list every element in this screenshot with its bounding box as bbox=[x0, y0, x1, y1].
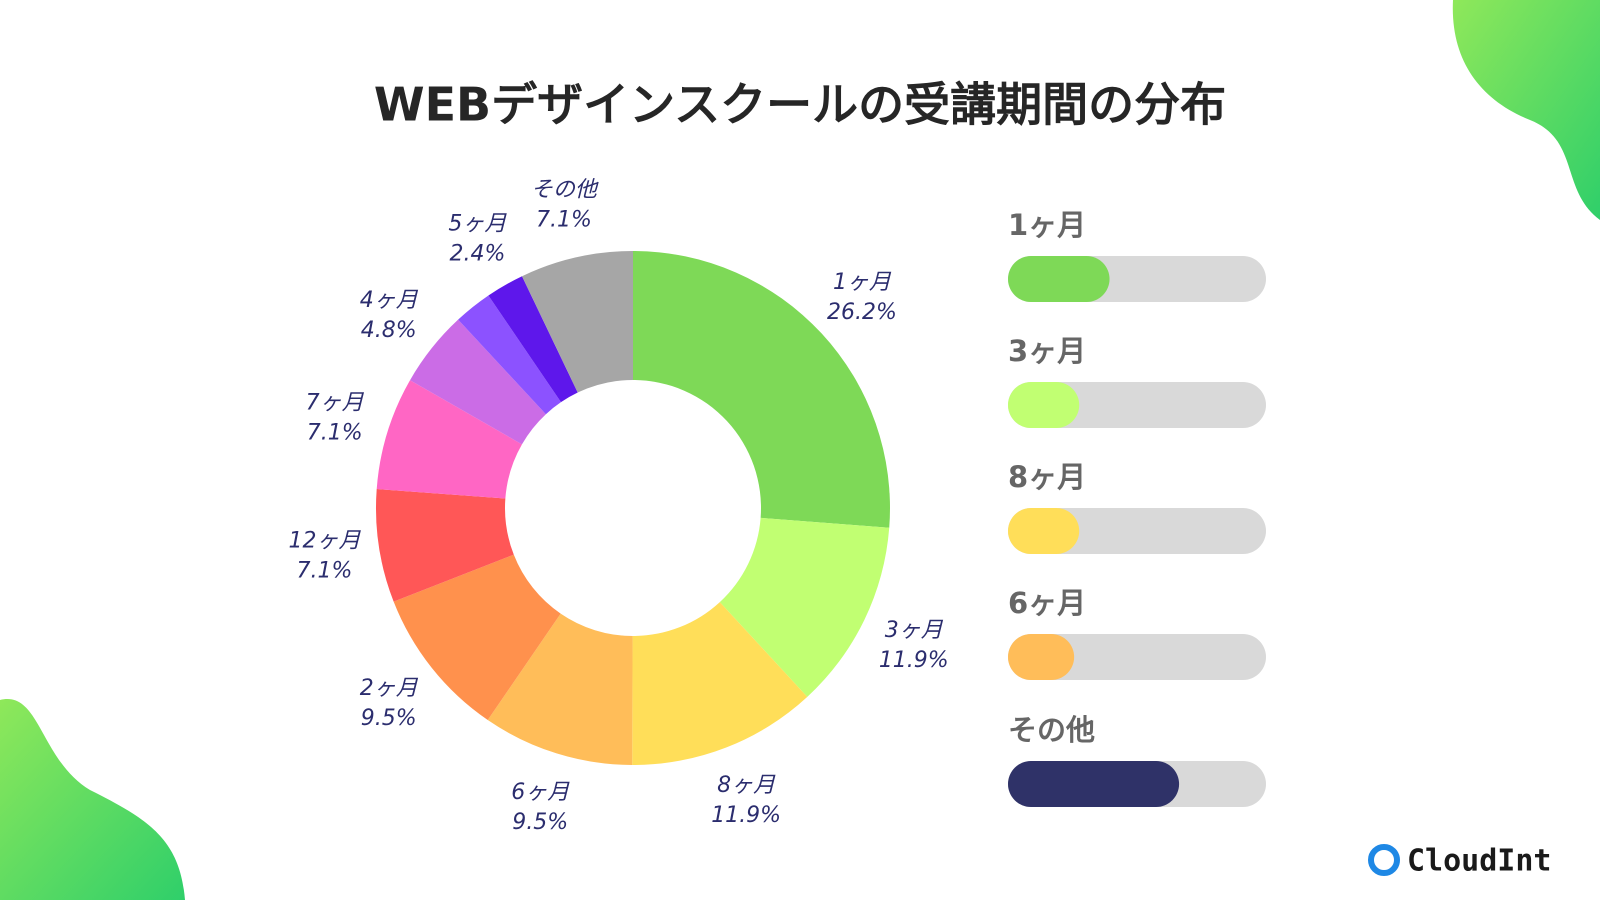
bar-label: 3ヶ月 bbox=[1008, 334, 1086, 368]
slice-label: 6ヶ月 bbox=[511, 780, 570, 805]
bar-label: 6ヶ月 bbox=[1008, 586, 1086, 620]
bar-fill bbox=[1008, 761, 1180, 807]
bar-label: 8ヶ月 bbox=[1008, 460, 1086, 494]
slice-value: 7.1% bbox=[307, 421, 363, 446]
donut-chart: 1ヶ月 26.2% 3ヶ月 11.9% 8ヶ月 11.9% 6ヶ月 9.5% 2ヶ月 9.5% 12… bbox=[288, 178, 948, 835]
donut-slice bbox=[719, 517, 890, 697]
slice-label: 12ヶ月 bbox=[288, 528, 361, 553]
slice-value: 11.9% bbox=[879, 648, 949, 673]
slice-value: 26.2% bbox=[827, 300, 897, 325]
slice-label: 2ヶ月 bbox=[360, 676, 419, 701]
donut-slice bbox=[458, 295, 561, 415]
donut-slice bbox=[393, 554, 561, 721]
donut-slice bbox=[632, 602, 808, 765]
slice-label: 3ヶ月 bbox=[885, 618, 944, 643]
logo: CloudInt bbox=[1368, 844, 1552, 879]
slice-label: 7ヶ月 bbox=[306, 391, 365, 416]
decor-blob bbox=[0, 699, 185, 900]
donut-slice bbox=[488, 276, 578, 403]
slice-label: 1ヶ月 bbox=[833, 270, 892, 295]
donut-slice bbox=[487, 613, 633, 765]
bar-label: 1ヶ月 bbox=[1008, 208, 1086, 242]
slice-value: 7.1% bbox=[536, 208, 592, 233]
bar-track bbox=[1008, 634, 1266, 680]
donut-slice bbox=[375, 489, 514, 602]
bar-fill bbox=[1008, 634, 1075, 680]
donut-slice bbox=[376, 380, 522, 499]
donut-slice bbox=[633, 251, 890, 528]
slice-value: 2.4% bbox=[449, 242, 505, 267]
slice-value: 7.1% bbox=[297, 558, 353, 583]
slice-label: その他 bbox=[531, 178, 599, 203]
bar-fill bbox=[1008, 256, 1110, 302]
logo-icon bbox=[1368, 844, 1400, 876]
logo-text: CloudInt bbox=[1407, 844, 1552, 879]
donut-slice bbox=[522, 251, 633, 393]
chart-title: WEBデザインスクールの受講期間の分布 bbox=[374, 78, 1226, 132]
slice-value: 9.5% bbox=[512, 810, 568, 835]
slice-label: 4ヶ月 bbox=[360, 288, 419, 313]
slice-value: 4.8% bbox=[361, 318, 417, 343]
slice-label: 5ヶ月 bbox=[448, 212, 507, 237]
bar-label: その他 bbox=[1008, 713, 1095, 747]
slice-label: 8ヶ月 bbox=[717, 773, 776, 798]
slice-value: 11.9% bbox=[711, 803, 781, 828]
bar-fill bbox=[1008, 382, 1080, 428]
slice-value: 9.5% bbox=[361, 706, 417, 731]
donut-slice bbox=[410, 319, 546, 445]
decor-blob bbox=[1452, 0, 1600, 220]
bar-fill bbox=[1008, 508, 1080, 554]
